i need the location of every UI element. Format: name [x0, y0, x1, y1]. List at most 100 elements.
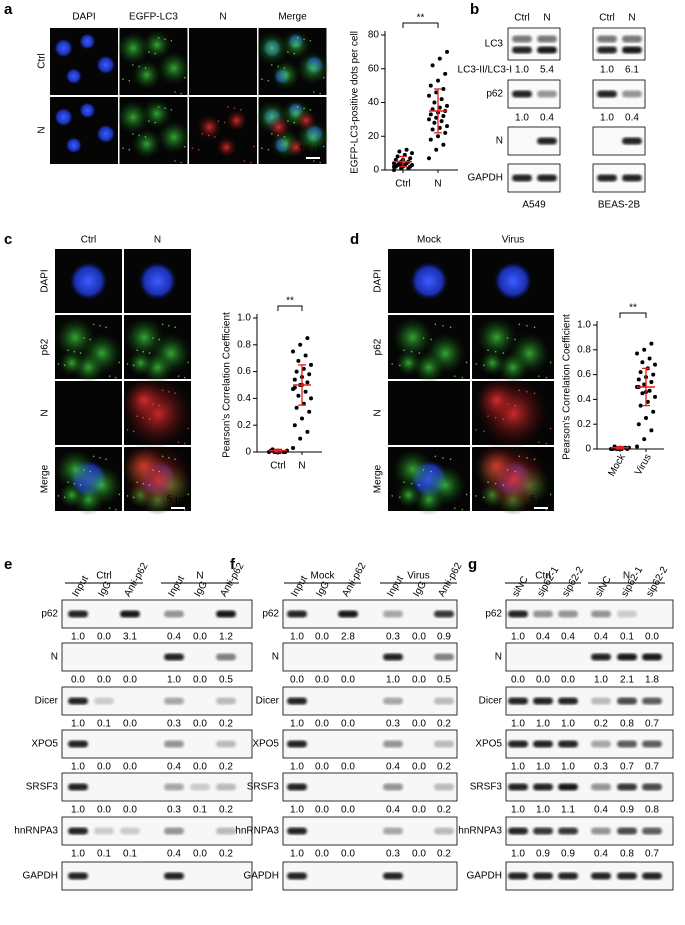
puncta	[293, 52, 296, 55]
puncta	[465, 493, 468, 496]
micrograph	[189, 28, 257, 95]
puncta	[296, 36, 299, 39]
quant-value: 6.1	[625, 65, 639, 76]
data-point	[301, 366, 306, 371]
signal	[392, 316, 434, 358]
blot-label: LC3	[485, 39, 504, 50]
quant-value: 0.0	[315, 719, 329, 730]
puncta	[214, 136, 216, 138]
signal	[157, 120, 191, 154]
data-point	[427, 93, 431, 98]
group-label: N	[623, 571, 630, 582]
band	[597, 46, 617, 54]
band	[617, 783, 637, 791]
data-point	[428, 112, 433, 117]
band	[508, 872, 528, 880]
puncta	[537, 441, 540, 443]
quant-value: 0.1	[97, 719, 111, 730]
puncta	[487, 481, 489, 484]
quant-value: 0.9	[536, 849, 550, 860]
puncta	[168, 456, 170, 459]
puncta	[183, 145, 186, 148]
band	[558, 610, 578, 618]
puncta	[253, 145, 255, 148]
data-point	[443, 71, 448, 76]
band	[434, 697, 454, 705]
puncta	[449, 458, 452, 461]
data-point	[432, 100, 437, 105]
puncta	[549, 361, 552, 364]
puncta	[63, 496, 66, 499]
data-point	[397, 149, 402, 154]
quant-value: 0.2	[219, 762, 233, 773]
signal	[116, 100, 150, 134]
data-point	[437, 56, 442, 61]
puncta	[240, 108, 242, 111]
band	[537, 174, 557, 182]
puncta	[494, 416, 497, 419]
quant-value: 1.0	[594, 675, 608, 686]
lane-label: sip62-2	[644, 565, 670, 599]
y-axis-label: Pearson's Correlation Coefficient	[222, 312, 233, 458]
quant-value: 0.0	[193, 675, 207, 686]
quant-value: 0.1	[620, 632, 634, 643]
quant-value: 0.0	[123, 675, 137, 686]
blot-label: XPO5	[31, 739, 58, 750]
blot-frame	[282, 686, 458, 716]
band	[591, 697, 611, 705]
quant-value: 0.4	[536, 632, 550, 643]
blot-frame	[282, 642, 458, 672]
data-point	[649, 428, 654, 433]
row-label: Ctrl	[37, 53, 48, 69]
data-point	[445, 103, 449, 108]
data-point	[649, 380, 654, 385]
blot-label: hnRNPA3	[235, 826, 279, 837]
lane-label: Anti-p62	[436, 561, 464, 599]
data-point	[307, 372, 312, 377]
band	[591, 653, 611, 661]
quant-value: 0.2	[219, 849, 233, 860]
puncta	[123, 380, 125, 382]
lane-label: Input	[166, 574, 187, 599]
puncta	[132, 430, 135, 433]
puncta	[158, 404, 161, 407]
blot-label: p62	[485, 609, 502, 620]
puncta	[73, 350, 76, 353]
row-label: Merge	[373, 464, 384, 493]
quant-value: 1.0	[511, 849, 525, 860]
band	[164, 610, 184, 618]
band	[94, 827, 114, 835]
y-tick-label: 40	[368, 97, 380, 108]
data-point	[408, 156, 413, 161]
puncta	[126, 363, 129, 365]
puncta	[92, 455, 95, 458]
quant-value: 0.9	[620, 805, 634, 816]
blot-label: SRSF3	[470, 782, 503, 793]
x-tick-label: Mock	[606, 451, 628, 478]
quant-value: 0.0	[561, 675, 575, 686]
quant-value: 1.0	[536, 805, 550, 816]
puncta	[506, 403, 509, 405]
row-label: p62	[40, 338, 51, 355]
quant-value: 0.4	[540, 113, 554, 124]
puncta	[293, 121, 296, 124]
lane-label: siNC	[593, 575, 613, 599]
band	[617, 610, 637, 618]
data-point	[441, 142, 446, 147]
quant-value: 0.0	[97, 632, 111, 643]
puncta	[148, 418, 151, 420]
band	[216, 740, 236, 748]
puncta	[287, 120, 289, 122]
quant-value: 0.4	[167, 762, 181, 773]
puncta	[309, 39, 312, 42]
quant-value: 0.0	[97, 762, 111, 773]
quant-value: 0.3	[386, 849, 400, 860]
puncta	[126, 429, 129, 431]
band	[120, 827, 140, 835]
puncta	[526, 390, 528, 393]
data-point	[642, 382, 647, 387]
band	[434, 610, 454, 618]
puncta	[114, 376, 117, 379]
puncta	[319, 161, 321, 164]
puncta	[549, 493, 552, 496]
